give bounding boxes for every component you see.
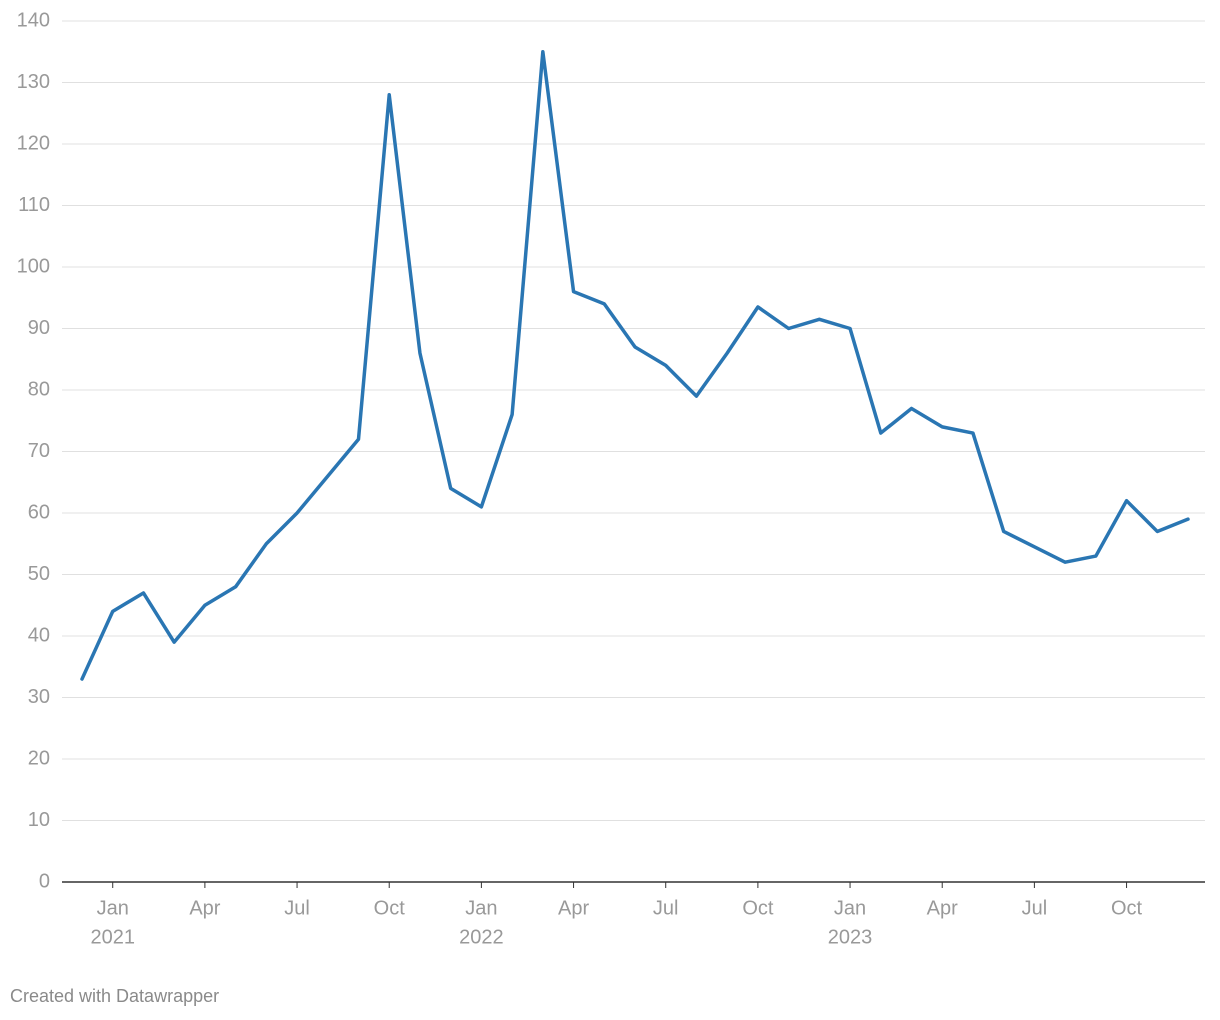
y-tick-label: 30	[28, 686, 50, 708]
x-tick-label: Oct	[1111, 897, 1143, 919]
x-tick-label: Oct	[742, 897, 774, 919]
y-tick-label: 50	[28, 563, 50, 585]
y-tick-label: 70	[28, 440, 50, 462]
x-tick-label: Jan	[465, 897, 497, 919]
x-tick-label: Jan	[97, 897, 129, 919]
y-tick-label: 120	[17, 132, 50, 154]
footer: Created with Datawrapper	[10, 986, 219, 1006]
x-tick-year: 2022	[459, 926, 504, 948]
y-tick-label: 140	[17, 9, 50, 31]
x-tick-label: Jul	[284, 897, 310, 919]
y-tick-label: 20	[28, 747, 50, 769]
y-tick-label: 40	[28, 624, 50, 646]
y-tick-label: 100	[17, 255, 50, 277]
x-tick-label: Oct	[374, 897, 406, 919]
y-tick-label: 60	[28, 501, 50, 523]
y-tick-label: 0	[39, 870, 50, 892]
x-tick-label: Apr	[558, 897, 589, 919]
x-tick-label: Apr	[189, 897, 220, 919]
line	[80, 50, 1190, 681]
x-tick-year: 2023	[828, 926, 873, 948]
y-tick-label: 110	[18, 194, 50, 216]
y-tick-label: 80	[28, 378, 50, 400]
y-tick-label: 90	[28, 317, 50, 339]
x-tick-label: Jul	[1022, 897, 1048, 919]
x-tick-label: Jan	[834, 897, 866, 919]
y-tick-label: 130	[17, 71, 50, 93]
x-tick-label: Jul	[653, 897, 679, 919]
x-tick-label: Apr	[927, 897, 958, 919]
y-tick-label: 10	[28, 809, 50, 831]
x-tick-year: 2021	[90, 926, 135, 948]
